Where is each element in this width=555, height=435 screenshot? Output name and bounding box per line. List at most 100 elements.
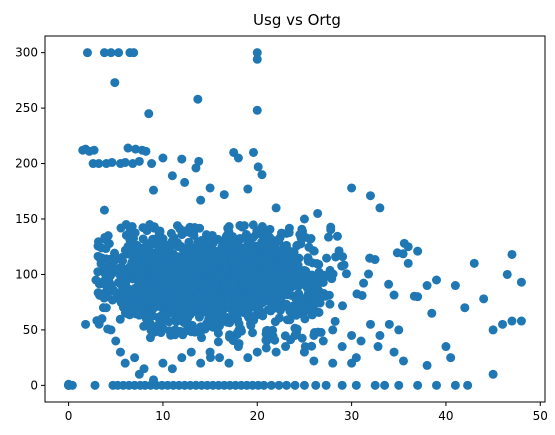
data-point bbox=[278, 276, 287, 285]
data-point bbox=[105, 255, 114, 264]
data-point bbox=[309, 331, 318, 340]
data-point bbox=[124, 144, 133, 153]
data-point bbox=[375, 331, 384, 340]
data-point bbox=[371, 381, 380, 390]
data-point bbox=[365, 254, 374, 263]
data-point bbox=[154, 288, 163, 297]
data-point bbox=[177, 155, 186, 164]
data-point bbox=[173, 266, 182, 275]
data-point bbox=[192, 276, 201, 285]
y-axis: 050100150200250300 bbox=[15, 46, 45, 393]
data-point bbox=[93, 317, 102, 326]
data-point bbox=[328, 325, 337, 334]
data-point bbox=[517, 317, 526, 326]
data-point bbox=[236, 293, 245, 302]
data-point bbox=[498, 320, 507, 329]
data-point bbox=[285, 228, 294, 237]
data-point bbox=[338, 252, 347, 261]
data-point bbox=[267, 244, 276, 253]
data-point bbox=[107, 158, 116, 167]
data-point bbox=[266, 306, 275, 315]
data-point bbox=[224, 359, 233, 368]
data-point bbox=[272, 203, 281, 212]
data-point bbox=[167, 229, 176, 238]
data-point bbox=[423, 361, 432, 370]
data-point bbox=[158, 154, 167, 163]
data-point bbox=[390, 348, 399, 357]
x-tick-label: 40 bbox=[438, 409, 453, 423]
data-point bbox=[145, 293, 154, 302]
data-point bbox=[128, 286, 137, 295]
data-point bbox=[375, 203, 384, 212]
data-point bbox=[90, 146, 99, 155]
data-point bbox=[262, 337, 271, 346]
data-point bbox=[213, 235, 222, 244]
data-point bbox=[261, 255, 270, 264]
data-point bbox=[191, 163, 200, 172]
data-point bbox=[91, 381, 100, 390]
y-tick-label: 150 bbox=[15, 212, 38, 226]
data-point bbox=[256, 308, 265, 317]
data-point bbox=[385, 320, 394, 329]
data-point bbox=[507, 250, 516, 259]
data-point bbox=[338, 381, 347, 390]
data-point bbox=[122, 220, 131, 229]
data-point bbox=[201, 296, 210, 305]
data-point bbox=[413, 381, 422, 390]
data-point bbox=[285, 254, 294, 263]
data-point bbox=[157, 318, 166, 327]
data-point bbox=[162, 251, 171, 260]
x-tick-label: 0 bbox=[65, 409, 73, 423]
data-point bbox=[240, 282, 249, 291]
data-point bbox=[328, 359, 337, 368]
data-point bbox=[144, 109, 153, 118]
data-point bbox=[277, 229, 286, 238]
y-tick-label: 300 bbox=[15, 46, 38, 60]
data-point bbox=[176, 283, 185, 292]
data-point bbox=[104, 274, 113, 283]
data-point bbox=[331, 317, 340, 326]
data-point bbox=[171, 325, 180, 334]
data-point bbox=[239, 261, 248, 270]
data-point bbox=[140, 364, 149, 373]
data-point bbox=[104, 231, 113, 240]
data-point bbox=[218, 256, 227, 265]
data-point bbox=[200, 240, 209, 249]
data-point bbox=[451, 381, 460, 390]
data-point bbox=[128, 264, 137, 273]
data-point bbox=[114, 48, 123, 57]
x-tick-label: 30 bbox=[344, 409, 359, 423]
data-point bbox=[304, 243, 313, 252]
data-point bbox=[248, 328, 257, 337]
data-point bbox=[202, 305, 211, 314]
data-point bbox=[463, 381, 472, 390]
data-point bbox=[300, 381, 309, 390]
data-point bbox=[163, 286, 172, 295]
data-point bbox=[251, 291, 260, 300]
data-point bbox=[93, 267, 102, 276]
data-point bbox=[326, 268, 335, 277]
data-point bbox=[225, 222, 234, 231]
data-point bbox=[198, 266, 207, 275]
plot-area-frame bbox=[45, 36, 545, 402]
data-point bbox=[142, 314, 151, 323]
data-point bbox=[292, 241, 301, 250]
data-point bbox=[181, 316, 190, 325]
data-point bbox=[295, 230, 304, 239]
data-point bbox=[423, 281, 432, 290]
data-point bbox=[364, 270, 373, 279]
data-point bbox=[404, 259, 413, 268]
data-point bbox=[68, 381, 77, 390]
data-point bbox=[253, 106, 262, 115]
data-point bbox=[404, 242, 413, 251]
data-point bbox=[168, 171, 177, 180]
data-point bbox=[263, 288, 272, 297]
y-tick-label: 200 bbox=[15, 157, 38, 171]
data-point bbox=[145, 220, 154, 229]
data-point bbox=[276, 251, 285, 260]
data-point bbox=[308, 310, 317, 319]
x-tick-label: 20 bbox=[250, 409, 265, 423]
data-point bbox=[507, 317, 516, 326]
data-point bbox=[212, 272, 221, 281]
